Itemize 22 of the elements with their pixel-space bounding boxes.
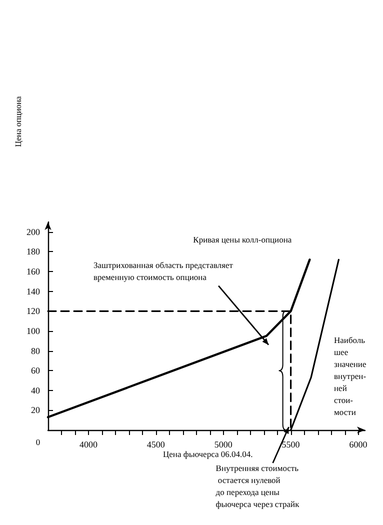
y-tick-label: 80 (31, 346, 40, 356)
y-tick-label: 100 (26, 326, 40, 336)
y-tick-label: 40 (31, 385, 40, 396)
text: Кривая цены колл-опциона (193, 234, 292, 245)
y-tick-label: 180 (26, 246, 40, 257)
y-tick-label: 20 (31, 405, 40, 416)
x-tick-label: 4500 (146, 440, 166, 450)
x-axis-title: Цена фьючерса 06.04.04. (163, 449, 253, 459)
text: 0 (36, 437, 40, 447)
y-tick-label: 160 (26, 266, 40, 277)
y-tick-label: 140 (26, 286, 40, 296)
annotation: Наиболь шее значение внутрен- ней стои- мости (334, 335, 366, 417)
y-tick-label: 120 (26, 306, 40, 316)
y-tick-label: 200 (26, 226, 40, 237)
text: Цена опциона (13, 96, 23, 147)
annotation: Внутренняя стоимость остается нулевой до перехода цены фьючерса через страйк (216, 463, 300, 509)
x-tick-label: 4000 (79, 440, 98, 450)
annotation: Заштрихованная область представляет временную стоимость опциона (94, 260, 234, 282)
x-tick-label: 6000 (349, 440, 368, 450)
y-tick-label: 60 (31, 366, 40, 376)
x-tick-label: 5500 (282, 440, 300, 450)
x-tick-label: 5000 (214, 440, 233, 450)
